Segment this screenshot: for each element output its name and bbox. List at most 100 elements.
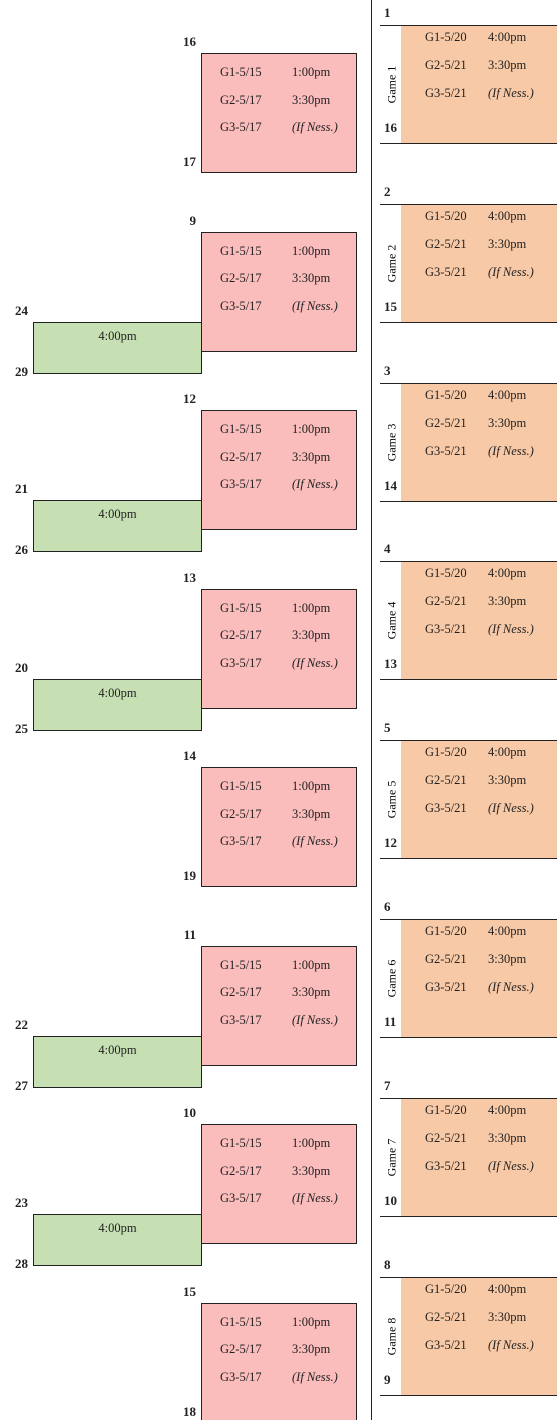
series-date: G1-5/15 — [220, 957, 262, 972]
series-date: G1-5/15 — [220, 65, 262, 79]
game-time: 3:30pm — [488, 1130, 527, 1145]
top-seed: 16 — [183, 34, 196, 49]
seed-line — [380, 1215, 557, 1217]
game-time: (If Ness.) — [488, 980, 534, 994]
series-date: G3-5/17 — [220, 1012, 262, 1027]
game-date: G3-5/21 — [425, 1337, 467, 1352]
play-in-bottom-seed: 27 — [15, 1077, 28, 1093]
game-date: G2-5/21 — [425, 58, 467, 72]
top-seed: 8 — [384, 1256, 391, 1272]
series-date: G2-5/17 — [220, 985, 262, 999]
series-time: 1:00pm — [292, 600, 331, 615]
game-label: Game 5 — [384, 780, 399, 819]
series-date: G3-5/17 — [220, 834, 262, 848]
top-seed: 15 — [183, 1283, 196, 1299]
game-label: Game 7 — [384, 1138, 399, 1177]
play-in-time: 4:00pm — [98, 1042, 137, 1057]
game-date: G2-5/21 — [425, 773, 467, 788]
play-in-box — [33, 500, 202, 552]
game-time: 4:00pm — [488, 566, 527, 581]
game-time: 3:30pm — [488, 415, 527, 430]
seed-line — [380, 1276, 557, 1278]
game-date: G2-5/21 — [425, 415, 467, 430]
bottom-seed: 13 — [384, 656, 397, 672]
game-box — [401, 382, 557, 501]
seed-line — [380, 561, 557, 563]
game-date: G2-5/21 — [425, 236, 467, 251]
series-box — [201, 53, 357, 173]
series-date: G1-5/15 — [220, 779, 262, 793]
series-date: G3-5/17 — [220, 477, 262, 491]
seed-line — [380, 740, 557, 742]
play-in-box — [33, 1035, 202, 1088]
game-date: G3-5/21 — [425, 801, 467, 816]
series-date: G1-5/15 — [220, 422, 262, 436]
game-date: G3-5/21 — [425, 1158, 467, 1173]
series-date: G3-5/17 — [220, 1191, 262, 1205]
bottom-seed: 15 — [384, 298, 397, 314]
series-date: G3-5/17 — [220, 298, 262, 313]
game-label: Game 8 — [384, 1317, 399, 1355]
series-time: (If Ness.) — [292, 120, 338, 134]
bottom-seed: 14 — [384, 477, 397, 493]
game-box — [401, 919, 557, 1037]
game-date: G3-5/21 — [425, 443, 467, 458]
game-time: (If Ness.) — [488, 1337, 534, 1352]
seed-line — [380, 1097, 557, 1099]
series-date: G2-5/17 — [220, 271, 262, 285]
series-time: (If Ness.) — [292, 655, 338, 670]
top-seed: 4 — [384, 541, 391, 557]
series-date: G2-5/17 — [220, 1342, 262, 1356]
game-time: 3:30pm — [488, 236, 527, 251]
series-time: (If Ness.) — [292, 1369, 338, 1384]
top-seed: 2 — [384, 183, 391, 199]
series-date: G1-5/15 — [220, 1314, 262, 1329]
top-seed: 3 — [384, 362, 391, 378]
seed-line — [380, 203, 557, 205]
game-box — [401, 561, 557, 680]
game-label: Game 2 — [384, 244, 399, 283]
series-time: 1:00pm — [292, 65, 331, 79]
game-date: G2-5/21 — [425, 952, 467, 966]
seed-line — [380, 25, 557, 26]
seed-line — [380, 143, 557, 144]
game-date: G3-5/21 — [425, 980, 467, 994]
top-seed: 7 — [384, 1077, 391, 1093]
game-time: (If Ness.) — [488, 86, 534, 100]
series-box — [201, 1124, 357, 1244]
top-seed: 12 — [183, 391, 196, 406]
series-time: 1:00pm — [292, 243, 331, 258]
series-time: (If Ness.) — [292, 477, 338, 491]
series-time: 1:00pm — [292, 422, 331, 436]
seed-line — [380, 1037, 557, 1038]
series-box — [201, 588, 357, 709]
game-time: 3:30pm — [488, 594, 527, 609]
game-time: (If Ness.) — [488, 801, 534, 816]
top-seed: 6 — [384, 899, 391, 914]
series-date: G2-5/17 — [220, 628, 262, 642]
game-time: 4:00pm — [488, 745, 527, 760]
play-in-time: 4:00pm — [98, 507, 137, 521]
game-time: 3:30pm — [488, 952, 527, 966]
game-time: (If Ness.) — [488, 443, 534, 458]
game-time: 4:00pm — [488, 1102, 527, 1117]
series-box — [201, 945, 357, 1066]
game-time: 4:00pm — [488, 208, 527, 223]
game-time: 3:30pm — [488, 58, 527, 72]
series-time: 3:30pm — [292, 985, 331, 999]
game-box — [401, 1097, 557, 1216]
play-in-bottom-seed: 29 — [15, 363, 28, 379]
top-seed: 5 — [384, 720, 391, 736]
series-time: 3:30pm — [292, 1342, 331, 1356]
series-time: (If Ness.) — [292, 298, 338, 313]
series-time: 1:00pm — [292, 1314, 331, 1329]
top-seed: 11 — [183, 926, 196, 942]
play-in-box — [33, 678, 202, 731]
game-date: G1-5/20 — [425, 745, 467, 760]
series-date: G2-5/17 — [220, 1163, 262, 1178]
seed-line — [380, 858, 557, 860]
series-date: G1-5/15 — [220, 600, 262, 615]
game-date: G1-5/20 — [425, 1281, 467, 1296]
top-seed: 14 — [183, 748, 196, 763]
